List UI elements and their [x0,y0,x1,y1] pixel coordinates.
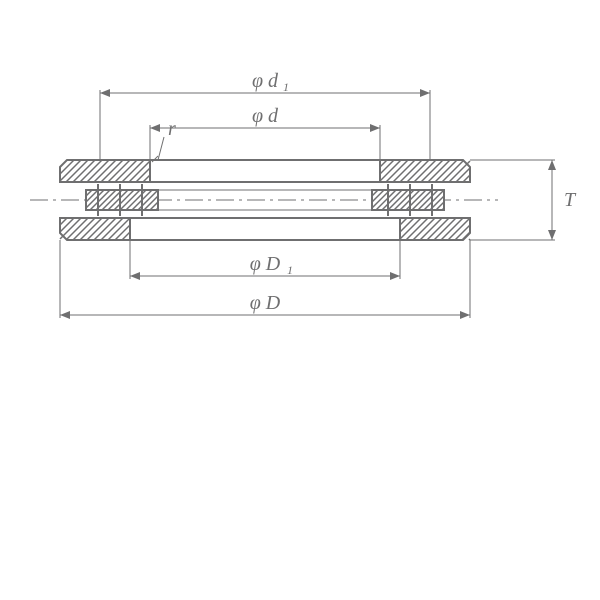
svg-text:1: 1 [283,80,289,94]
svg-text:φ d: φ d [252,105,279,127]
svg-text:φ D: φ D [250,292,281,314]
svg-text:φ d: φ d [252,70,279,92]
svg-text:1: 1 [287,263,293,277]
svg-text:r: r [168,118,176,140]
svg-text:φ D: φ D [250,253,281,275]
svg-text:T: T [564,189,577,211]
